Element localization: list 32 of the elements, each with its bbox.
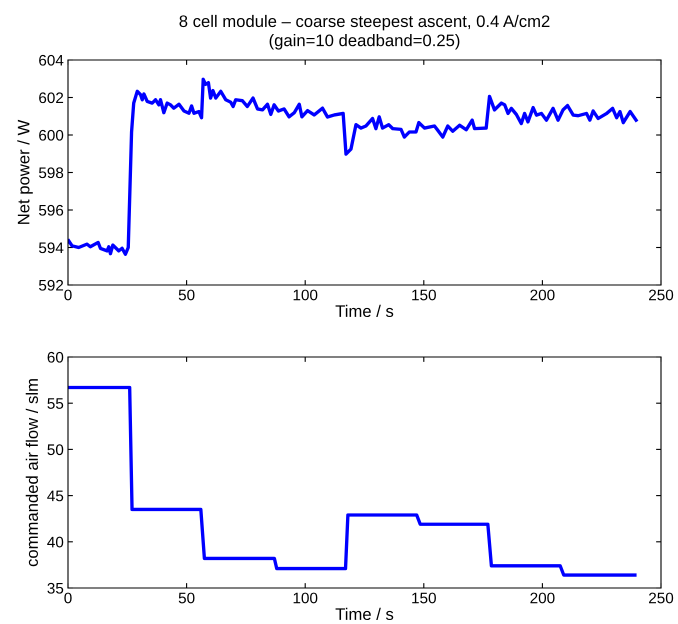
y-tick-label: 55 (47, 398, 64, 409)
y-tick-label: 45 (47, 490, 64, 502)
chart-title: 8 cell module – coarse steepest ascent, 0.4 A/cm2 (gain=10 deadband=0.25) (179, 14, 550, 50)
x-tick-label: 100 (294, 592, 318, 604)
x-tick-label: 50 (178, 290, 194, 300)
x-axis-title: Time / s (336, 608, 394, 620)
x-tick-label: 250 (649, 592, 674, 604)
y-tick-label: 35 (47, 582, 64, 594)
x-tick-label: 50 (178, 592, 194, 604)
x-tick-label: 200 (530, 290, 555, 300)
y-tick-label: 60 (48, 352, 64, 363)
y-axis-title: Net power / W (17, 120, 33, 224)
x-axis-title: Time / s (336, 304, 394, 318)
x-tick-label: 0 (64, 592, 72, 604)
y-tick-label: 592 (38, 280, 64, 291)
x-tick-label: 150 (412, 592, 436, 604)
x-tick-label: 200 (530, 592, 555, 604)
x-tick-label: 100 (294, 290, 318, 300)
line-series (68, 386, 637, 577)
line-series (68, 78, 638, 256)
y-axis-title: commanded air flow / slm (26, 379, 38, 566)
x-tick-label: 0 (64, 290, 72, 300)
x-tick-label: 150 (412, 290, 436, 300)
y-tick-label: 50 (47, 444, 64, 456)
y-tick-label: 602 (39, 92, 64, 104)
y-tick-label: 598 (38, 167, 64, 178)
y-tick-label: 596 (38, 204, 64, 216)
x-tick-label: 250 (649, 290, 674, 300)
y-tick-label: 40 (47, 536, 64, 548)
y-tick-label: 604 (39, 54, 64, 66)
y-tick-label: 600 (39, 130, 64, 141)
y-tick-label: 594 (38, 242, 64, 254)
